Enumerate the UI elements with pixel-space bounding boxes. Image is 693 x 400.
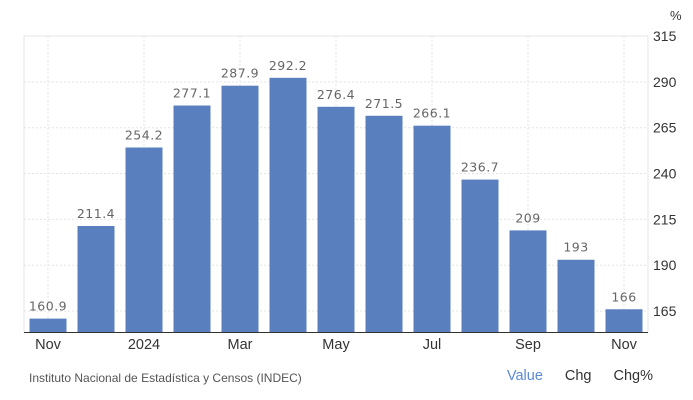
bar[interactable] bbox=[125, 147, 163, 332]
bar-value-label: 276.4 bbox=[317, 87, 355, 102]
mode-chg-button[interactable]: Chg bbox=[564, 368, 592, 384]
y-tick-label: 215 bbox=[653, 211, 677, 227]
bar-value-label: 287.9 bbox=[221, 66, 259, 81]
bar-value-label: 266.1 bbox=[413, 106, 451, 121]
source-label: Instituto Nacional de Estadística y Cens… bbox=[29, 371, 302, 385]
bar-value-label: 193 bbox=[563, 240, 588, 255]
bar-value-label: 166 bbox=[611, 289, 636, 304]
bar-chart: 165 190 215 240 265 290 315% 160.9 211.4 254.2 277… bbox=[23, 8, 682, 353]
bar[interactable] bbox=[413, 125, 451, 332]
bar-value-label: 254.2 bbox=[125, 128, 163, 143]
bar[interactable] bbox=[461, 179, 499, 332]
bar[interactable] bbox=[173, 105, 211, 333]
bar[interactable] bbox=[605, 309, 643, 332]
bar-value-label: 271.5 bbox=[365, 96, 403, 111]
bar-value-label: 277.1 bbox=[173, 86, 211, 101]
bar-value-label: 211.4 bbox=[77, 206, 115, 221]
x-tick-label: Sep bbox=[515, 337, 541, 353]
bar[interactable] bbox=[269, 77, 307, 333]
bar[interactable] bbox=[557, 259, 595, 332]
y-tick-label: 240 bbox=[653, 166, 677, 182]
bar[interactable] bbox=[317, 106, 355, 332]
y-tick-label: 165 bbox=[653, 303, 677, 319]
y-tick-label: 265 bbox=[653, 120, 677, 136]
unit-label: % bbox=[670, 8, 682, 23]
y-tick-label: 315 bbox=[653, 28, 677, 44]
bar-value-label: 160.9 bbox=[29, 299, 67, 314]
view-mode-switch: Value Chg Chg% bbox=[507, 368, 653, 384]
mode-value-button[interactable]: Value bbox=[506, 368, 543, 384]
y-tick-label: 190 bbox=[653, 257, 677, 273]
y-tick-label: 290 bbox=[653, 74, 677, 90]
bar[interactable] bbox=[509, 230, 547, 332]
mode-chg-percent-button[interactable]: Chg% bbox=[613, 368, 654, 384]
x-tick-label: Mar bbox=[228, 337, 253, 353]
bar[interactable] bbox=[221, 85, 259, 332]
x-tick-label: May bbox=[322, 337, 350, 353]
bar-value-label: 292.2 bbox=[269, 58, 307, 73]
chart-footer: Instituto Nacional de Estadística y Cens… bbox=[0, 362, 693, 394]
x-tick-label: Jul bbox=[423, 337, 442, 353]
x-tick-label: Nov bbox=[35, 337, 62, 353]
bar[interactable] bbox=[365, 115, 403, 333]
bar-value-label: 236.7 bbox=[461, 160, 499, 175]
bar-value-label: 209 bbox=[515, 210, 540, 225]
x-tick-label: 2024 bbox=[128, 337, 160, 353]
bar[interactable] bbox=[29, 318, 67, 332]
bar[interactable] bbox=[77, 225, 115, 332]
x-tick-label: Nov bbox=[611, 337, 638, 353]
